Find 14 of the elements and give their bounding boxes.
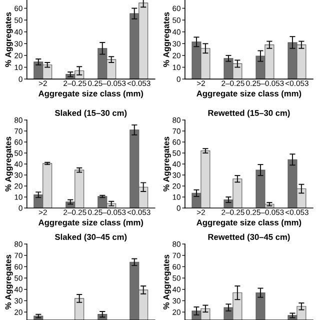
x-axis-title: Aggregate size class (mm): [38, 90, 144, 98]
x-axis-title: Aggregate size class (mm): [196, 90, 302, 98]
chart-title: Rewetted (30–45 cm): [208, 234, 290, 242]
y-axis-title: % Aggregates: [163, 254, 171, 310]
y-axis-title: % Aggregates: [163, 136, 171, 192]
x-axis-title: Aggregate size class (mm): [38, 219, 144, 228]
x-axis-title: Aggregate size class (mm): [196, 219, 302, 228]
y-axis-title: % Aggregates: [5, 136, 13, 192]
y-axis-title: % Aggregates: [5, 254, 13, 310]
y-axis-title: % Aggregates: [163, 12, 171, 67]
chart-title: Rewetted (15–30 cm): [208, 110, 290, 118]
chart-title: Slaked (15–30 cm): [54, 110, 127, 118]
y-axis-title: % Aggregates: [5, 12, 13, 67]
chart-title: Slaked (30–45 cm): [54, 234, 127, 242]
